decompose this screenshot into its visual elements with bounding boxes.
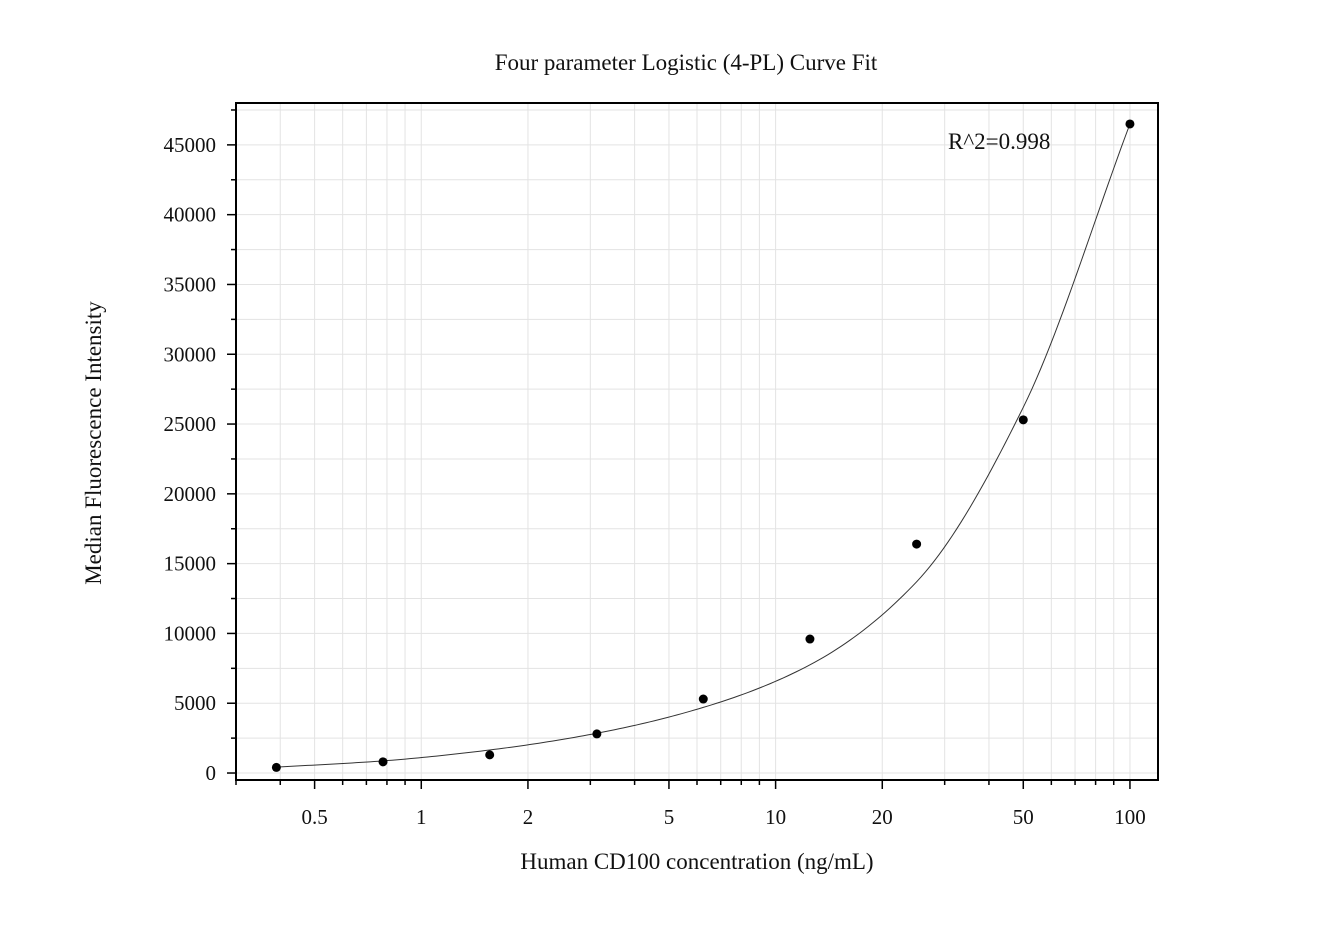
y-tick-label: 0 [206,761,217,785]
data-points [271,119,1135,772]
x-tick-label: 5 [664,805,675,829]
y-tick-label: 40000 [164,203,217,227]
data-point [805,634,815,644]
fit-curve [276,123,1131,768]
data-point [912,539,922,549]
x-tick-label: 2 [523,805,534,829]
x-axis-label: Human CD100 concentration (ng/mL) [520,849,873,874]
x-tick-label: 50 [1013,805,1034,829]
x-tick-label: 0.5 [301,805,327,829]
data-point [698,694,708,704]
x-tick-label: 100 [1114,805,1146,829]
y-tick-label: 30000 [164,342,217,366]
y-tick-label: 20000 [164,482,217,506]
y-tick-label: 25000 [164,412,217,436]
x-tick-label: 20 [872,805,893,829]
data-point [1018,415,1028,425]
chart-title: Four parameter Logistic (4-PL) Curve Fit [495,50,878,75]
y-tick-label: 45000 [164,133,217,157]
y-tick-label: 15000 [164,552,217,576]
y-tick-label: 10000 [164,621,217,645]
y-tick-label: 5000 [174,691,216,715]
grid [235,103,1158,780]
data-point [592,729,602,739]
x-tick-label: 10 [765,805,786,829]
data-point [271,762,281,772]
y-tick-label: 35000 [164,272,217,296]
axis-ticks: 0.5 1 2 5 10 20 50 100 0 5000 10000 15000 20000 25000… [164,109,1146,829]
data-point [485,750,495,760]
data-point [378,757,388,767]
r-squared-annotation: R^2=0.998 [948,129,1050,154]
data-point [1125,119,1135,129]
y-axis-label: Median Fluorescence Intensity [81,301,106,585]
x-tick-label: 1 [416,805,427,829]
